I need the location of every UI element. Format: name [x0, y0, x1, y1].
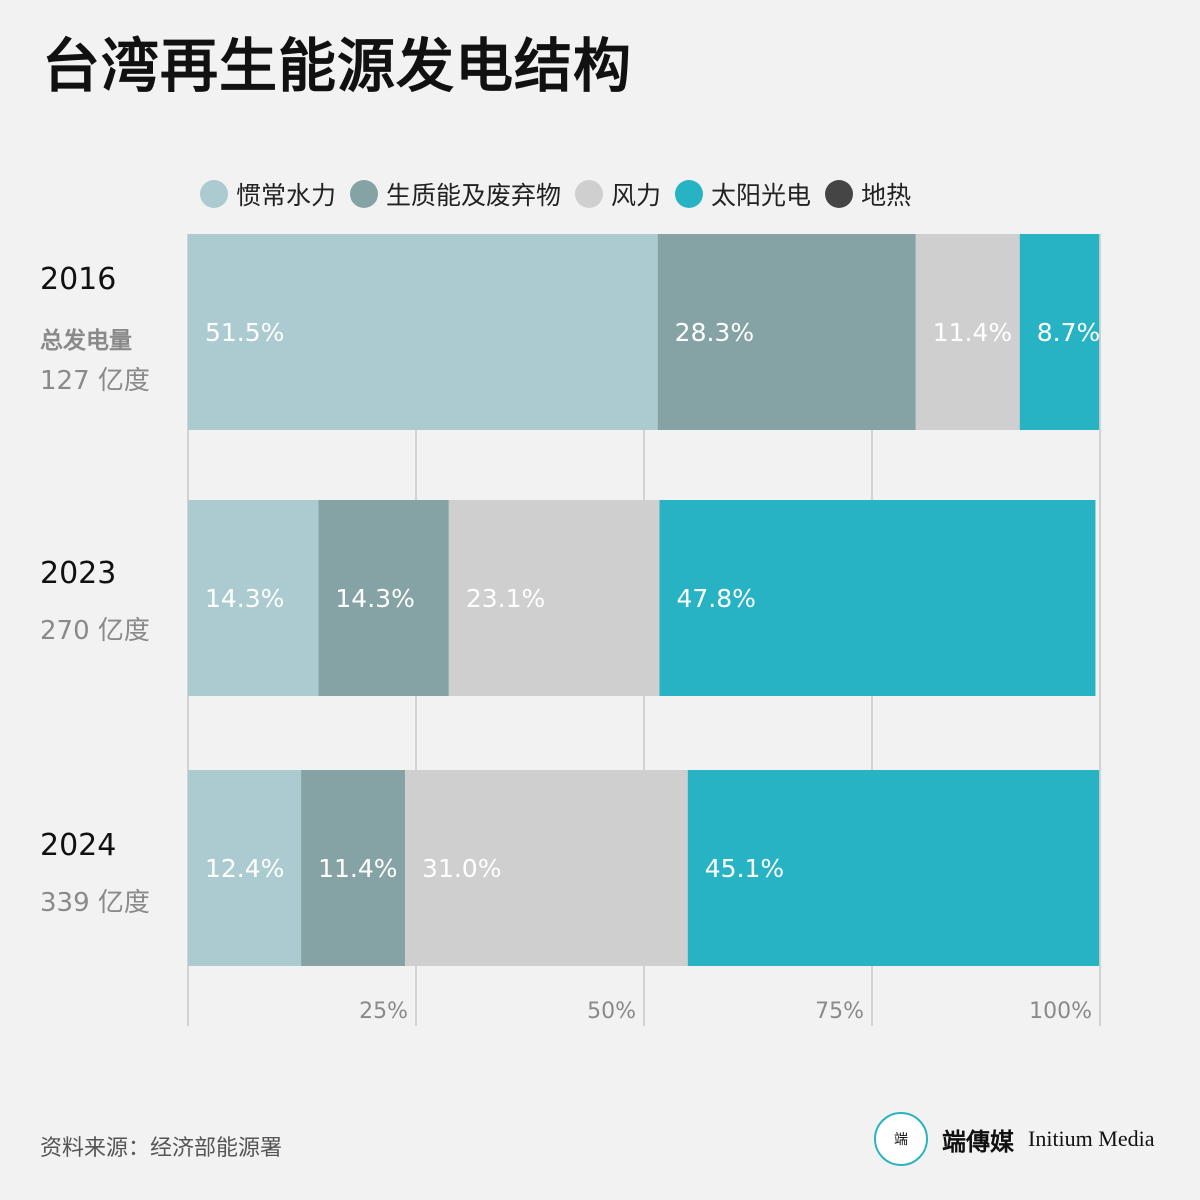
- bar-segment: [318, 500, 449, 696]
- bar-value-label: 14.3%: [205, 584, 284, 613]
- bar-value-label: 47.8%: [677, 584, 756, 613]
- bar-segment: [188, 234, 658, 430]
- bar-value-label: 11.4%: [318, 854, 397, 883]
- bar-segment: [915, 234, 1020, 430]
- bar-segment: [448, 500, 660, 696]
- bar-value-label: 28.3%: [675, 318, 754, 347]
- bar-value-label: 14.3%: [335, 584, 414, 613]
- bar-value-labels: 51.5% 28.3% 11.4% 8.7% 14.3% 14.3% 23.1% 47.8% 1…: [205, 318, 1100, 883]
- bar-value-label: 51.5%: [205, 318, 284, 347]
- bar-value-label: 31.0%: [422, 854, 501, 883]
- bars: [188, 234, 1100, 966]
- bar-segment: [188, 770, 302, 966]
- bar-segment: [659, 500, 1096, 696]
- x-tick-label: 75%: [815, 999, 864, 1024]
- bar-value-label: 45.1%: [705, 854, 784, 883]
- x-tick-label: 100%: [1029, 999, 1092, 1024]
- x-tick-label: 50%: [587, 999, 636, 1024]
- bar-segment: [301, 770, 406, 966]
- legend-label-wind: 风力: [611, 181, 662, 210]
- total-generation-label: 总发电量: [40, 328, 132, 354]
- total-generation-2023: 270 亿度: [40, 616, 150, 646]
- year-label-2023: 2023: [40, 556, 117, 591]
- legend-item-geothermal: 地热: [825, 176, 911, 212]
- x-tick-label: 25%: [359, 999, 408, 1024]
- brand-name-cn: 端傳媒: [942, 1126, 1014, 1156]
- bar-segment: [188, 500, 319, 696]
- legend-item-solar: 太阳光电: [675, 176, 811, 212]
- chart-title: 台湾再生能源发电结构: [42, 32, 633, 100]
- bar-value-label: 23.1%: [466, 584, 545, 613]
- total-generation-2016: 127 亿度: [40, 366, 150, 396]
- source-note: 资料来源：经济部能源署: [40, 1136, 283, 1161]
- bar-segment: [687, 770, 1100, 966]
- legend-item-wind: 风力: [575, 176, 661, 212]
- legend-swatch-geothermal: [825, 180, 854, 208]
- bar-segment: [405, 770, 688, 966]
- bar-value-label: 8.7%: [1037, 318, 1101, 347]
- year-label-2016: 2016: [40, 262, 117, 297]
- brand: 端 端傳媒 Initium Media: [874, 1112, 1154, 1166]
- legend-swatch-biomass: [350, 180, 379, 208]
- year-label-2024: 2024: [40, 828, 117, 863]
- chart-legend: 惯常水力 生质能及废弃物 风力 太阳光电 地热: [200, 174, 911, 214]
- legend-label-solar: 太阳光电: [711, 181, 812, 210]
- total-generation-2024: 339 亿度: [40, 888, 150, 918]
- bar-value-label: 11.4%: [933, 318, 1012, 347]
- legend-label-geothermal: 地热: [861, 181, 912, 210]
- bar-segment: [1019, 234, 1100, 430]
- legend-item-biomass: 生质能及废弃物: [350, 176, 561, 212]
- logo-text: 端: [894, 1132, 908, 1148]
- legend-item-hydro: 惯常水力: [200, 176, 336, 212]
- brand-name-en: Initium Media: [1028, 1126, 1155, 1151]
- legend-label-biomass: 生质能及废弃物: [386, 181, 562, 210]
- legend-swatch-solar: [675, 180, 704, 208]
- bar-segment: [657, 234, 916, 430]
- initium-logo: 端: [874, 1112, 928, 1166]
- legend-label-hydro: 惯常水力: [236, 181, 337, 210]
- legend-swatch-wind: [575, 180, 604, 208]
- legend-swatch-hydro: [200, 180, 228, 208]
- bar-value-label: 12.4%: [205, 854, 284, 883]
- x-axis-ticks: 25% 50% 75% 100%: [359, 999, 1092, 1024]
